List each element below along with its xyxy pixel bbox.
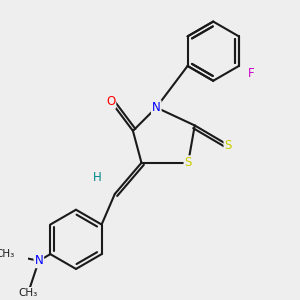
Text: N: N <box>152 101 161 114</box>
Text: H: H <box>93 171 101 184</box>
Text: N: N <box>34 254 43 267</box>
Text: F: F <box>248 67 255 80</box>
Text: S: S <box>184 156 192 169</box>
Text: CH₃: CH₃ <box>18 288 38 298</box>
Text: CH₃: CH₃ <box>0 249 15 259</box>
Text: S: S <box>224 139 232 152</box>
Text: O: O <box>106 95 116 108</box>
